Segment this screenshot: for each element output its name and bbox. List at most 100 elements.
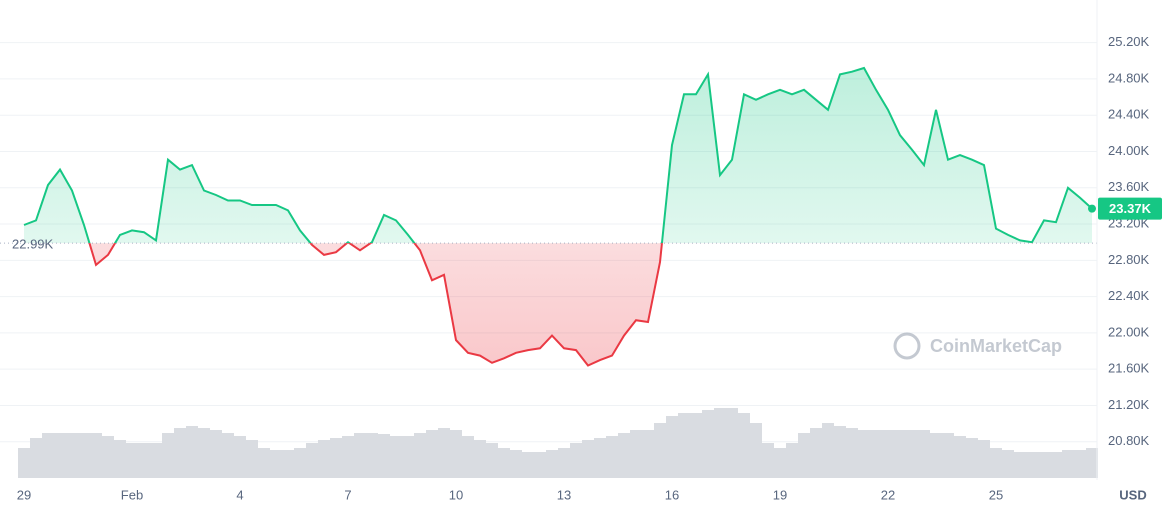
volume-bar xyxy=(246,440,258,478)
volume-bar xyxy=(162,433,174,478)
volume-bar xyxy=(990,448,1002,478)
volume-bar xyxy=(450,430,462,478)
volume-bar xyxy=(558,448,570,478)
volume-bar xyxy=(942,433,954,478)
volume-bar xyxy=(1038,452,1050,478)
volume-bar xyxy=(294,448,306,478)
volume-bar xyxy=(354,433,366,478)
y-tick-label: 22.00K xyxy=(1108,324,1150,339)
y-tick-label: 21.20K xyxy=(1108,397,1150,412)
volume-bar xyxy=(606,436,618,478)
volume-bar xyxy=(1014,452,1026,478)
volume-bar xyxy=(798,433,810,478)
x-tick-label: 7 xyxy=(344,487,351,502)
price-line-up xyxy=(23,66,1093,244)
volume-bar xyxy=(1074,450,1086,478)
volume-bar xyxy=(462,436,474,478)
volume-bar xyxy=(30,438,42,478)
y-tick-label: 24.00K xyxy=(1108,143,1150,158)
volume-bar xyxy=(54,433,66,478)
volume-bar xyxy=(66,433,78,478)
area-below xyxy=(89,243,662,366)
x-tick-label: 13 xyxy=(557,487,571,502)
volume-bar xyxy=(414,433,426,478)
volume-bar xyxy=(762,443,774,478)
y-tick-label: 22.80K xyxy=(1108,252,1150,267)
baseline-label: 22.99K xyxy=(12,237,54,252)
volume-bar xyxy=(1062,450,1074,478)
y-tick-label: 24.80K xyxy=(1108,70,1150,85)
volume-bar xyxy=(774,448,786,478)
volume-bar xyxy=(306,443,318,478)
volume-bar xyxy=(174,428,186,478)
volume-bar xyxy=(270,450,282,478)
volume-bar xyxy=(390,436,402,478)
volume-bar xyxy=(702,410,714,478)
y-tick-label: 22.40K xyxy=(1108,288,1150,303)
volume-bar xyxy=(234,436,246,478)
x-tick-label: 16 xyxy=(665,487,679,502)
volume-bar xyxy=(402,436,414,478)
volume-bar xyxy=(1086,448,1098,478)
volume-bar xyxy=(366,433,378,478)
volume-bar xyxy=(198,428,210,478)
volume-bar xyxy=(342,436,354,478)
volume-bar xyxy=(966,438,978,478)
x-tick-label: 19 xyxy=(773,487,787,502)
volume-bar xyxy=(846,428,858,478)
volume-bar xyxy=(570,443,582,478)
volume-bar xyxy=(978,440,990,478)
volume-bar xyxy=(786,443,798,478)
volume-bar xyxy=(618,433,630,478)
volume-bar xyxy=(954,436,966,478)
volume-bar xyxy=(546,450,558,478)
volume-bar xyxy=(474,440,486,478)
volume-bar xyxy=(102,436,114,478)
volume-bar xyxy=(714,408,726,478)
area-above xyxy=(24,68,1092,244)
price-badge-text: 23.37K xyxy=(1109,201,1152,216)
y-tick-label: 25.20K xyxy=(1108,34,1150,49)
volume-bar xyxy=(630,430,642,478)
volume-bar xyxy=(930,433,942,478)
volume-bar xyxy=(126,443,138,478)
volume-bar xyxy=(90,433,102,478)
x-tick-label: Feb xyxy=(121,487,143,502)
volume-bar xyxy=(726,408,738,478)
volume-bar xyxy=(150,443,162,478)
y-tick-label: 24.40K xyxy=(1108,107,1150,122)
volume-bar xyxy=(750,423,762,478)
x-tick-label: 22 xyxy=(881,487,895,502)
volume-bar xyxy=(330,438,342,478)
volume-bar xyxy=(318,440,330,478)
volume-bar xyxy=(438,428,450,478)
volume-bar xyxy=(918,430,930,478)
x-tick-label: 4 xyxy=(236,487,243,502)
volume-bar xyxy=(138,443,150,478)
volume-bar xyxy=(582,440,594,478)
volume-bar xyxy=(510,450,522,478)
volume-bar xyxy=(282,450,294,478)
volume-bar xyxy=(498,448,510,478)
y-tick-label: 23.60K xyxy=(1108,179,1150,194)
volume-bar xyxy=(1002,450,1014,478)
volume-bar xyxy=(78,433,90,478)
watermark: CoinMarketCap xyxy=(893,332,1062,360)
last-point xyxy=(1088,204,1096,213)
volume-bar xyxy=(870,430,882,478)
volume-bar xyxy=(738,413,750,478)
volume-bar xyxy=(882,430,894,478)
volume-bar xyxy=(522,452,534,478)
currency-label: USD xyxy=(1119,487,1146,502)
volume-bar xyxy=(486,443,498,478)
volume-bar xyxy=(654,423,666,478)
x-tick-label: 10 xyxy=(449,487,463,502)
volume-bar xyxy=(834,426,846,478)
x-tick-label: 29 xyxy=(17,487,31,502)
volume-bar xyxy=(186,426,198,478)
volume-bar xyxy=(258,448,270,478)
volume-bar xyxy=(678,413,690,478)
y-tick-label: 21.60K xyxy=(1108,361,1150,376)
volume-bar xyxy=(666,416,678,478)
